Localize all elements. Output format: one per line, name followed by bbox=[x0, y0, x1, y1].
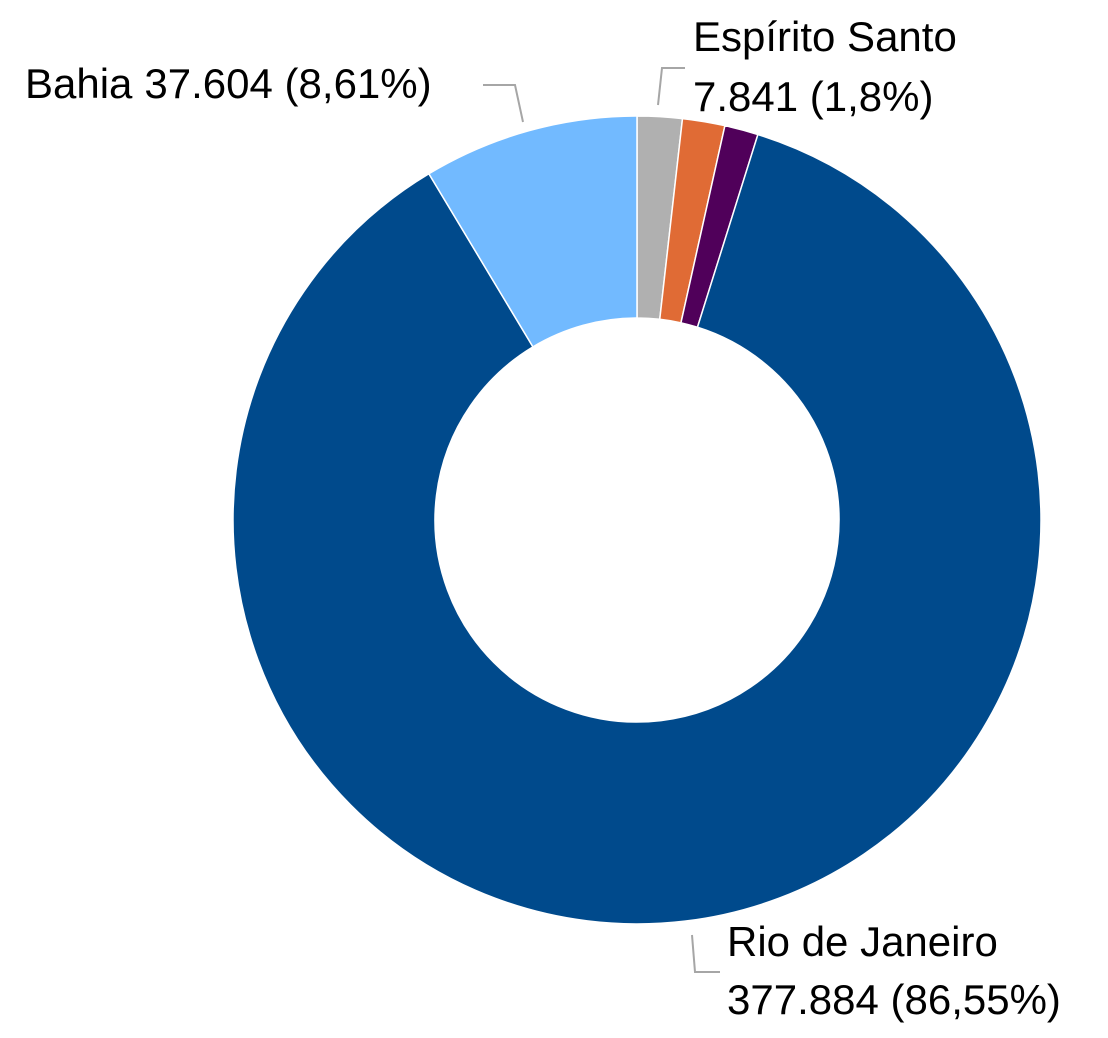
category-label: Espírito Santo bbox=[693, 13, 957, 60]
leader-line bbox=[691, 934, 720, 973]
value-label: 377.884 (86,55%) bbox=[727, 976, 1061, 1023]
leader-line bbox=[483, 84, 524, 123]
leader-line bbox=[657, 67, 685, 106]
data-label: Bahia 37.604 (8,61%) bbox=[25, 60, 432, 107]
slice bbox=[427, 115, 638, 348]
slice bbox=[232, 133, 1042, 925]
value-label: 37.604 (8,61%) bbox=[144, 60, 431, 107]
slices bbox=[232, 115, 1042, 925]
value-label: 7.841 (1,8%) bbox=[693, 73, 933, 120]
category-label: Bahia bbox=[25, 60, 133, 107]
category-label: Rio de Janeiro bbox=[727, 918, 998, 965]
